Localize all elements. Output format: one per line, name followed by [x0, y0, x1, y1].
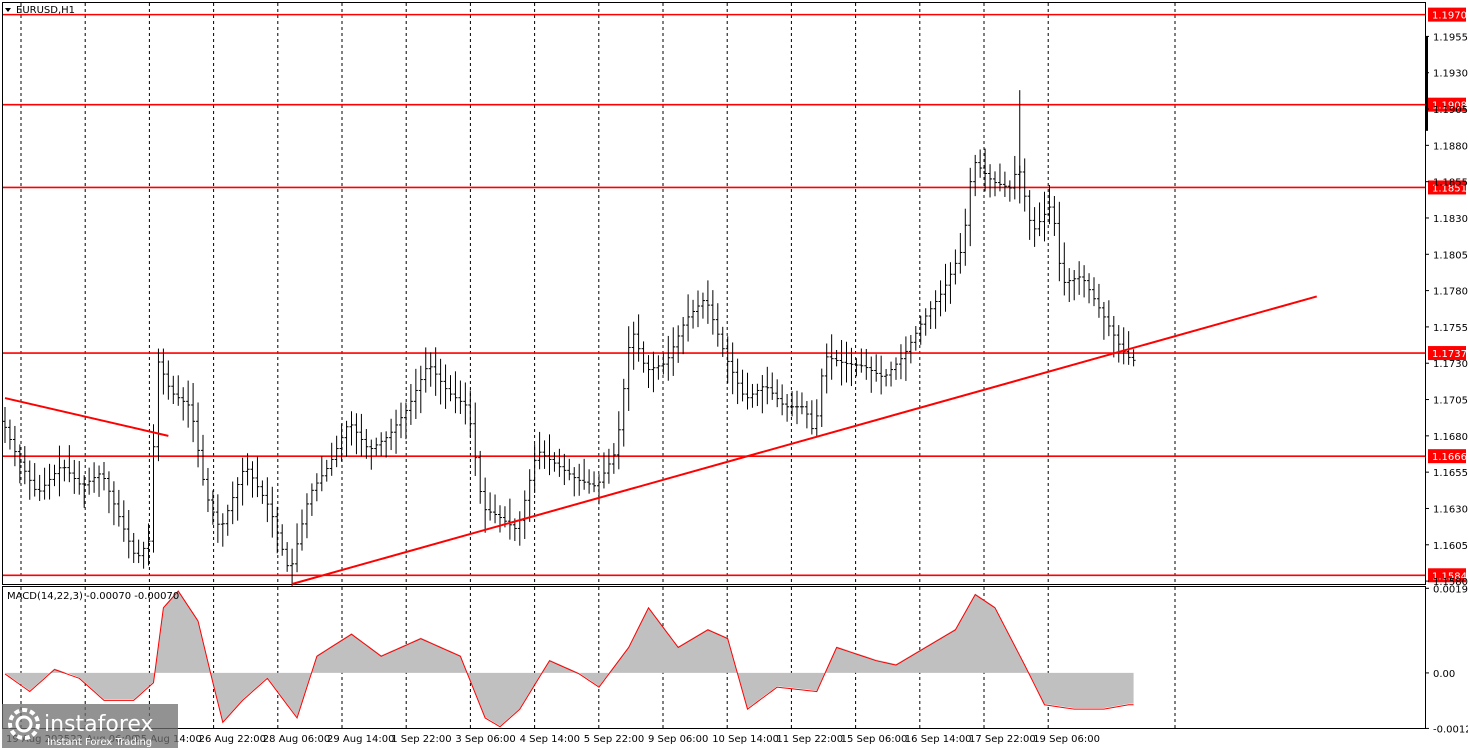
level-label-box — [1428, 449, 1466, 464]
price-tick-label: 1.1605 — [1433, 541, 1468, 552]
time-tick-label: 17 Sep 22:00 — [969, 734, 1036, 745]
level-label: 1.1970 — [1432, 11, 1467, 22]
trendline-descending[interactable] — [4, 397, 169, 437]
level-label-box — [1428, 346, 1466, 361]
price-tick-label: 1.1580 — [1433, 577, 1468, 588]
horizontal-levels: 1.1970 1.1908 1.1851 1.1737 1.1666 1.1584 — [3, 7, 1467, 583]
level-label: 1.1851 — [1432, 183, 1467, 194]
price-tick-label: 1.1655 — [1433, 468, 1468, 479]
price-tick-label: 1.1630 — [1433, 504, 1468, 515]
price-tick-label: 1.1730 — [1433, 359, 1468, 370]
time-tick-label: 15 Sep 06:00 — [841, 734, 908, 745]
grid-lines — [20, 3, 1176, 728]
macd-label: MACD(14,22,3) -0.00070 -0.00070 — [7, 591, 179, 602]
macd-panel-frame — [2, 586, 1426, 729]
time-tick-label: 5 Sep 22:00 — [584, 734, 644, 745]
macd-indicator: 0.00192 0.00 -0.00126 — [4, 584, 1468, 735]
time-tick-label: 29 Aug 14:00 — [327, 734, 394, 745]
logo-gear-icon — [8, 708, 40, 740]
logo-tagline: Instant Forex Trading — [47, 737, 152, 748]
price-tick-label: 1.1805 — [1433, 250, 1468, 261]
price-tick-label: 1.1705 — [1433, 396, 1468, 407]
price-tick-label: 1.1930 — [1433, 69, 1468, 80]
trendline-ascending[interactable] — [291, 295, 1318, 585]
instaforex-logo: instaforex Instant Forex Trading — [2, 704, 178, 748]
price-tick-label: 1.1855 — [1433, 178, 1468, 189]
main-panel-frame — [2, 2, 1426, 585]
level-label-box — [1428, 568, 1466, 583]
time-tick-label: 11 Sep 22:00 — [776, 734, 843, 745]
time-tick-label: 26 Aug 22:00 — [199, 734, 266, 745]
level-label-box — [1428, 97, 1466, 112]
price-tick-label: 1.1830 — [1433, 214, 1468, 225]
macd-tick-label: -0.00126 — [1433, 724, 1468, 735]
level-label-box — [1428, 180, 1466, 195]
time-tick-label: 9 Sep 06:00 — [648, 734, 708, 745]
trendlines — [4, 295, 1318, 585]
price-tick-label: 1.1680 — [1433, 432, 1468, 443]
time-tick-label: 4 Sep 14:00 — [520, 734, 580, 745]
time-tick-label: 10 Sep 14:00 — [712, 734, 779, 745]
level-label: 1.1908 — [1432, 101, 1467, 112]
level-label: 1.1737 — [1432, 349, 1467, 360]
symbol-dropdown-icon[interactable] — [5, 8, 11, 12]
price-tick-label: 1.1905 — [1433, 105, 1468, 116]
level-label-box — [1428, 7, 1466, 22]
price-tick-label: 1.1880 — [1433, 141, 1468, 152]
time-tick-label: 28 Aug 06:00 — [263, 734, 330, 745]
time-tick-label: 1 Sep 22:00 — [391, 734, 451, 745]
time-tick-label: 16 Sep 14:00 — [905, 734, 972, 745]
macd-signal-line — [4, 590, 1134, 728]
time-tick-label: 3 Sep 06:00 — [455, 734, 515, 745]
level-label: 1.1584 — [1432, 571, 1467, 582]
symbol-label: EURUSD,H1 — [16, 5, 75, 16]
macd-tick-label: 0.00 — [1433, 669, 1455, 680]
price-tick-label: 1.1780 — [1433, 287, 1468, 298]
macd-tick-label: 0.00192 — [1433, 584, 1468, 595]
logo-brand: instaforex — [44, 712, 154, 737]
macd-histogram — [5, 590, 1134, 726]
price-tick-label: 1.1755 — [1433, 323, 1468, 334]
price-axis: 1.1955 1.1930 1.1905 1.1880 1.1855 1.1830 1.18… — [1425, 32, 1468, 588]
level-label: 1.1666 — [1432, 452, 1467, 463]
time-tick-label: 19 Sep 06:00 — [1033, 734, 1100, 745]
price-tick-label: 1.1955 — [1433, 32, 1468, 43]
candles — [3, 90, 1136, 586]
